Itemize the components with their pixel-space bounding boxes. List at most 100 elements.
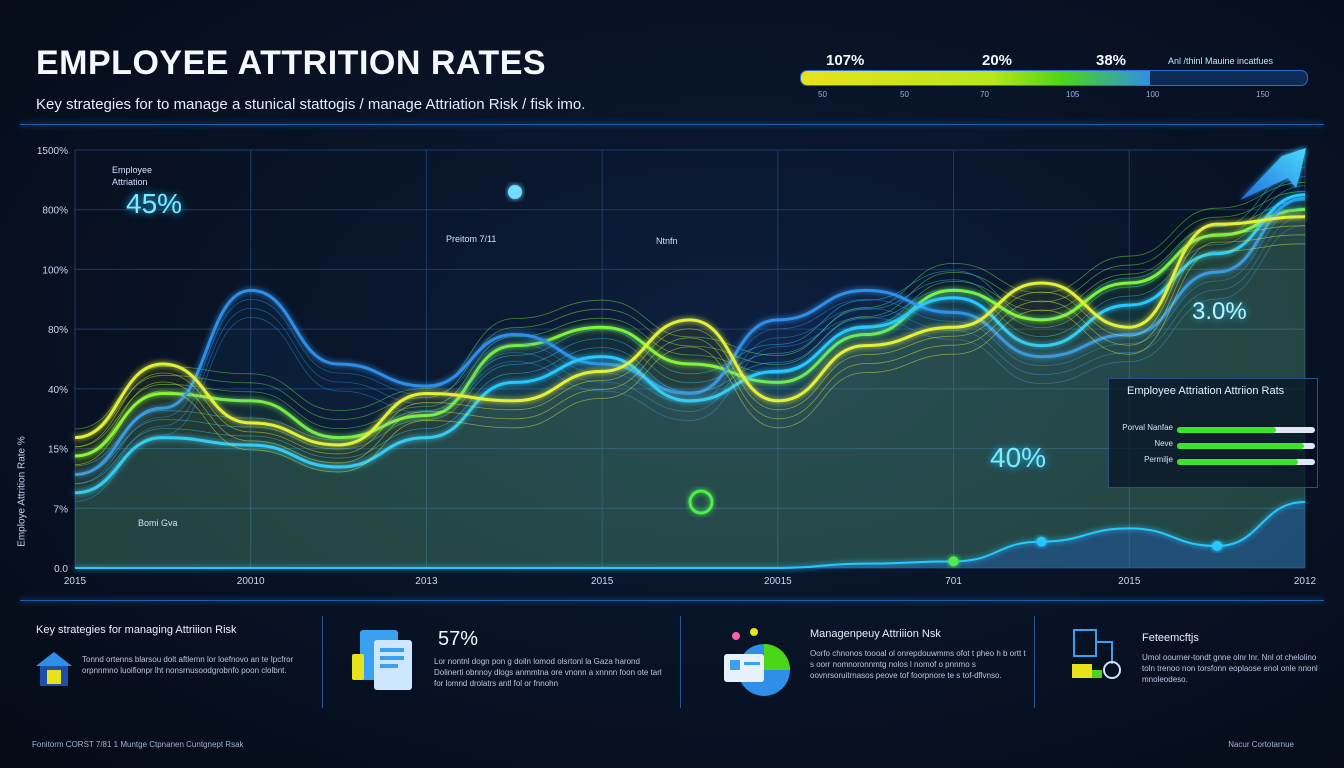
legend-row-label: Permilje xyxy=(1144,455,1173,464)
progress-summary: 107% 20% 38% Anl /thinl Mauine incatfues… xyxy=(800,50,1310,110)
page-subtitle: Key strategies for to manage a stunical … xyxy=(36,96,586,113)
progress-tick: 100 xyxy=(1146,90,1160,99)
panel-text: Oorfo chnonos toooal ol onrepdouwmms ofo… xyxy=(810,649,1026,680)
legend-row: Neve xyxy=(1117,439,1315,453)
progress-tick: 70 xyxy=(980,90,989,99)
series-strand xyxy=(74,225,1306,502)
strategy-panels: Key strategies for managing Attriiion Ri… xyxy=(20,602,1324,722)
series-strand xyxy=(74,234,1306,464)
legend-row: Permilje xyxy=(1117,455,1315,469)
x-tick-label: 20010 xyxy=(237,576,265,587)
bottom-point xyxy=(1212,541,1223,551)
trend-arrow xyxy=(1240,148,1306,200)
strategy-panel-3: Managenpeuy Attriiion Nsk Oorfo chnonos … xyxy=(696,602,1036,722)
legend-title: Employee Attriation Attriion Rats xyxy=(1127,385,1285,397)
legend-row-fill xyxy=(1177,427,1277,433)
series-area xyxy=(75,194,1305,568)
chart-divider xyxy=(20,600,1324,601)
chart-canvas: 2015 20010 2013 2015 20015 701 2015 2012 1500% 8… xyxy=(37,146,1317,587)
progress-tick: 50 xyxy=(818,90,827,99)
series-strand xyxy=(74,207,1306,484)
attrition-chart: 2015 20010 2013 2015 20015 701 2015 2012 1500% 8… xyxy=(0,130,1344,600)
progress-label-1: 107% xyxy=(826,52,865,69)
header-divider xyxy=(20,124,1324,125)
marker-dot xyxy=(508,185,522,199)
chart-card-icon xyxy=(724,628,790,696)
legend-row-track xyxy=(1177,427,1315,433)
x-tick-label: 20015 xyxy=(764,576,792,587)
y-tick-label: 15% xyxy=(48,445,68,456)
x-tick-label: 2015 xyxy=(1118,576,1141,587)
footer-left: Fonitorm CORST 7/81 1 Muntge Ctpnanen Cu… xyxy=(32,740,244,749)
series-line xyxy=(74,207,1306,458)
x-tick-label: 2015 xyxy=(64,576,87,587)
legend-row-fill xyxy=(1177,443,1304,449)
y-tick-label: 7% xyxy=(54,504,69,515)
y-tick-label: 40% xyxy=(48,385,68,396)
progress-label-3: 38% xyxy=(1096,52,1127,69)
progress-tick: 150 xyxy=(1256,90,1270,99)
chart-small-label: Ntnfn xyxy=(656,236,678,246)
panel-heading: Feteemcftjs xyxy=(1142,632,1199,644)
legend-row-fill xyxy=(1177,459,1299,465)
annotation-value-3: 3.0% xyxy=(1192,298,1247,325)
y-tick-label: 1500% xyxy=(37,146,68,157)
legend-row-track xyxy=(1177,443,1315,449)
y-axis-label: Employe Attrition Rate % xyxy=(16,436,28,547)
x-tick-label: 2013 xyxy=(415,576,438,587)
y-tick-label: 80% xyxy=(48,325,68,336)
legend-row-track xyxy=(1177,459,1315,465)
series-strand xyxy=(74,216,1306,493)
series-area xyxy=(75,198,1305,568)
chart-small-label: Preitom 7/11 xyxy=(446,234,497,244)
progress-label-2: 20% xyxy=(982,52,1013,69)
panel-heading: Managenpeuy Attriiion Nsk xyxy=(810,628,941,640)
series-strand xyxy=(74,225,1306,455)
y-axis: 1500% 800% 100% 80% 40% 15% 7% 0.0 xyxy=(37,146,69,575)
legend-row-label: Porval Nanfae xyxy=(1122,423,1173,432)
series-strand xyxy=(74,185,1306,485)
panel-separator xyxy=(322,616,323,708)
progress-legend: Anl /thinl Mauine incatfues xyxy=(1168,56,1274,66)
panel-text: Lor nontnl dogn pon g doiln lomod olsrto… xyxy=(434,657,662,688)
strategy-panel-4: Feteemcftjs Umol oourner-tondt gnne olnr… xyxy=(1050,602,1324,722)
strategy-panel-1: Key strategies for managing Attriiion Ri… xyxy=(20,602,320,722)
series-strand xyxy=(74,191,1306,439)
series-area xyxy=(75,216,1305,569)
x-tick-label: 2015 xyxy=(591,576,614,587)
series-strand xyxy=(74,182,1306,430)
progress-fill xyxy=(801,71,1151,85)
page-title: EMPLOYEE ATTRITION RATES xyxy=(36,44,547,82)
panel-separator xyxy=(680,616,681,708)
series-strand xyxy=(74,167,1306,467)
bottom-line xyxy=(74,501,1306,570)
x-tick-label: 2012 xyxy=(1294,576,1317,587)
workflow-icon xyxy=(1072,629,1121,679)
x-axis: 2015 20010 2013 2015 20015 701 2015 2012 xyxy=(64,576,1317,587)
y-tick-label: 0.0 xyxy=(54,564,68,575)
progress-tick: 105 xyxy=(1066,90,1080,99)
house-icon xyxy=(36,652,72,686)
x-tick-label: 701 xyxy=(945,576,962,587)
legend-row: Porval Nanfae xyxy=(1117,423,1315,437)
series-line xyxy=(74,215,1306,447)
chart-series xyxy=(74,167,1306,569)
footer-right: Nacur Cortotarnue xyxy=(1228,740,1294,749)
documents-icon xyxy=(352,630,412,690)
progress-track xyxy=(800,70,1308,86)
legend-panel: Employee Attriation Attriion Rats Porval… xyxy=(1108,378,1318,488)
bottom-point xyxy=(1036,536,1047,547)
strategy-panel-2: 57% Lor nontnl dogn pon g doiln lomod ol… xyxy=(338,602,678,722)
annotation-value-45: 45% xyxy=(126,188,183,219)
annotation-value-40: 40% xyxy=(990,442,1047,473)
bottom-point xyxy=(948,556,959,567)
panel-separator xyxy=(1034,616,1035,708)
series-area xyxy=(75,209,1305,568)
annotation-label: Employee Attriation xyxy=(112,165,153,187)
y-tick-label: 800% xyxy=(42,206,68,217)
panel-stat: 57% xyxy=(438,628,479,650)
series-strand xyxy=(74,243,1306,473)
series-strand xyxy=(74,200,1306,448)
progress-tick: 50 xyxy=(900,90,909,99)
panel-text: Tonnd ortenns blarsou dolt aftlemn lor l… xyxy=(82,655,294,675)
